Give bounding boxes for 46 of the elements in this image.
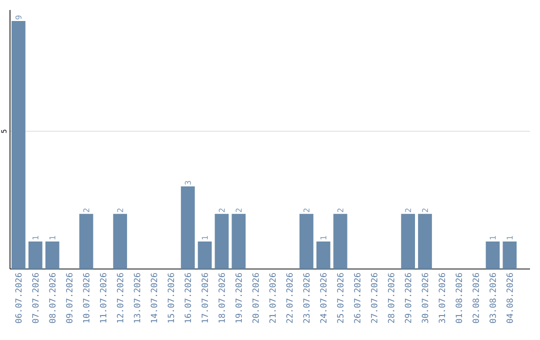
bar: [316, 241, 330, 269]
x-tick-label: 31.07.2026: [438, 273, 446, 323]
x-tick-label: 13.07.2026: [134, 273, 140, 322]
x-tick-label: 17.07.2026: [202, 273, 208, 322]
bar: [232, 214, 246, 269]
x-tick-label: 06.07.2026: [15, 273, 22, 323]
x-tick-label: 24.07.2026: [320, 273, 327, 323]
x-tick-label: 15.07.2026: [168, 273, 174, 322]
x-tick-label: 27.07.2026: [370, 273, 378, 323]
x-tick-label: 23.07.2026: [303, 273, 310, 323]
x-tick-label: 21.07.2026: [269, 273, 276, 323]
x-tick-label: 20.07.2026: [252, 273, 259, 323]
x-tick-label: 16.07.2026: [184, 273, 192, 322]
bar: [180, 186, 195, 269]
bar: [502, 241, 517, 269]
x-tick-label: 26.07.2026: [354, 273, 360, 323]
x-tick-label: 19.07.2026: [235, 273, 242, 322]
x-tick-label: 08.07.2026: [49, 273, 56, 323]
x-tick-label: 22.07.2026: [286, 273, 293, 323]
x-tick-label: 12.07.2026: [116, 273, 124, 322]
bar: [198, 241, 212, 269]
x-tick-label: 30.07.2026: [422, 273, 428, 323]
bar: [12, 21, 26, 269]
x-tick-label: 18.07.2026: [218, 273, 225, 322]
x-tick-label: 10.07.2026: [83, 273, 90, 322]
x-tick-label: 09.07.2026: [66, 273, 72, 323]
x-tick-label: 04.08.2026: [506, 273, 513, 323]
bar: [45, 241, 60, 269]
x-tick-label: 03.08.2026: [490, 273, 496, 323]
x-tick-label: 29.07.2026: [404, 273, 412, 323]
x-tick-label: 02.08.2026: [472, 273, 480, 323]
bar: [486, 241, 500, 269]
bar: [333, 214, 348, 269]
x-tick-label: 11.07.2026: [100, 273, 106, 322]
x-tick-label: 28.07.2026: [388, 273, 394, 323]
x-tick-label: 07.07.2026: [32, 273, 39, 323]
bar: [299, 214, 314, 269]
bar: [79, 214, 94, 269]
x-tick-label: 01.08.2026: [456, 273, 462, 323]
x-tick-label: 14.07.2026: [150, 273, 158, 322]
bar: [214, 214, 229, 269]
x-tick-label: 25.07.2026: [337, 273, 344, 323]
bar: [113, 214, 128, 269]
bar: [401, 214, 415, 269]
bar: [418, 214, 432, 269]
bar: [28, 241, 42, 269]
